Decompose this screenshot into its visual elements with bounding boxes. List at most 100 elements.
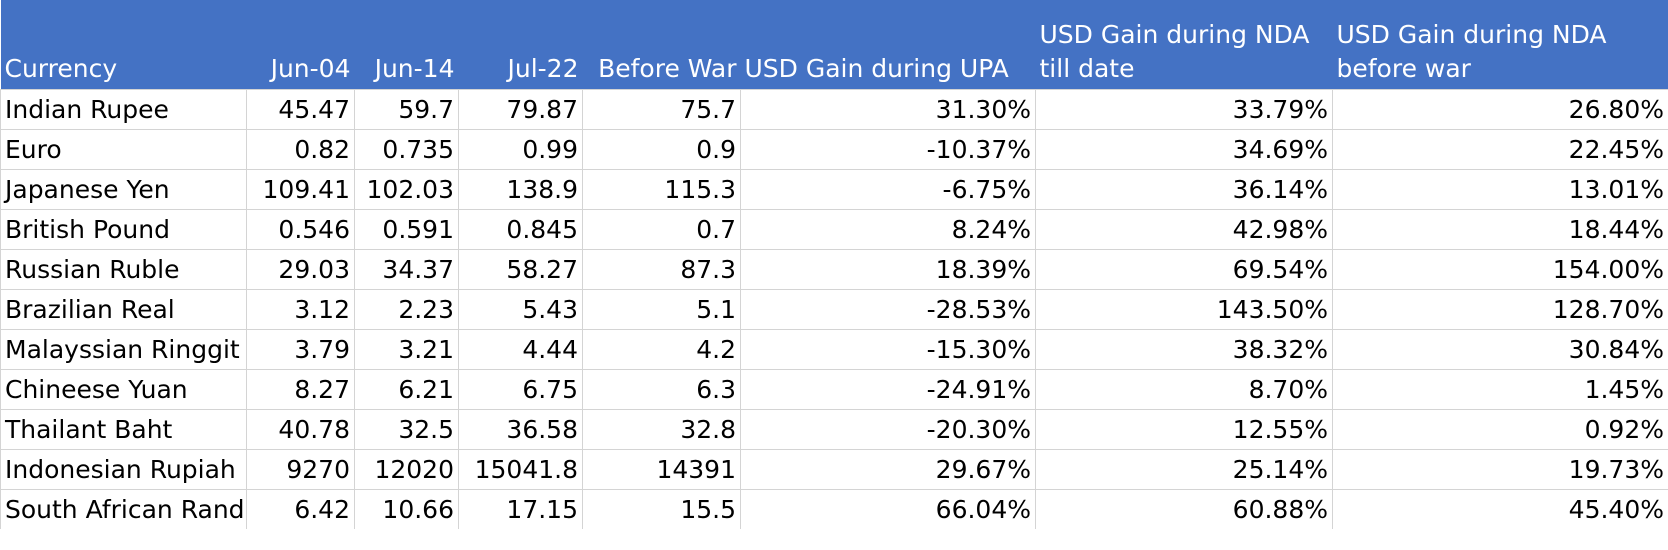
- jun-04-cell[interactable]: 6.42: [246, 489, 355, 529]
- usd-gain-upa-cell[interactable]: 31.30%: [740, 89, 1036, 130]
- usd-gain-nda-before-war-cell[interactable]: 22.45%: [1332, 129, 1668, 170]
- usd-gain-nda-till-date-cell[interactable]: 60.88%: [1035, 489, 1333, 529]
- currency-cell[interactable]: Indian Rupee: [0, 89, 247, 130]
- jul-22-cell[interactable]: 0.845: [458, 209, 583, 250]
- jun-04-cell[interactable]: 109.41: [246, 169, 355, 210]
- jun-04-cell[interactable]: 40.78: [246, 409, 355, 450]
- header-usd-gain-nda-before-war[interactable]: USD Gain during NDA before war: [1332, 0, 1668, 90]
- usd-gain-nda-before-war-cell[interactable]: 30.84%: [1332, 329, 1668, 370]
- usd-gain-upa-cell[interactable]: -6.75%: [740, 169, 1036, 210]
- usd-gain-upa-cell[interactable]: -10.37%: [740, 129, 1036, 170]
- currency-cell[interactable]: South African Rand: [0, 489, 247, 529]
- usd-gain-nda-before-war-cell[interactable]: 26.80%: [1332, 89, 1668, 130]
- before-war-cell[interactable]: 0.9: [582, 129, 741, 170]
- usd-gain-upa-cell[interactable]: -20.30%: [740, 409, 1036, 450]
- jul-22-cell[interactable]: 0.99: [458, 129, 583, 170]
- jun-14-cell[interactable]: 34.37: [354, 249, 459, 290]
- usd-gain-upa-cell[interactable]: 29.67%: [740, 449, 1036, 490]
- usd-gain-nda-till-date-cell[interactable]: 25.14%: [1035, 449, 1333, 490]
- usd-gain-nda-till-date-cell[interactable]: 12.55%: [1035, 409, 1333, 450]
- usd-gain-nda-before-war-cell[interactable]: 1.45%: [1332, 369, 1668, 410]
- before-war-cell[interactable]: 115.3: [582, 169, 741, 210]
- jun-04-cell[interactable]: 3.12: [246, 289, 355, 330]
- table-row: Indian Rupee 45.47 59.7 79.87 75.7 31.30% 33.7…: [0, 89, 1668, 130]
- usd-gain-nda-till-date-cell[interactable]: 69.54%: [1035, 249, 1333, 290]
- header-usd-gain-nda-till-date[interactable]: USD Gain during NDA till date: [1035, 0, 1333, 90]
- table-row: Japanese Yen 109.41 102.03 138.9 115.3 -6.75%…: [0, 169, 1668, 210]
- before-war-cell[interactable]: 5.1: [582, 289, 741, 330]
- jun-04-cell[interactable]: 0.546: [246, 209, 355, 250]
- jun-04-cell[interactable]: 45.47: [246, 89, 355, 130]
- usd-gain-upa-cell[interactable]: 18.39%: [740, 249, 1036, 290]
- currency-cell[interactable]: Russian Ruble: [0, 249, 247, 290]
- usd-gain-nda-till-date-cell[interactable]: 34.69%: [1035, 129, 1333, 170]
- jun-14-cell[interactable]: 0.735: [354, 129, 459, 170]
- usd-gain-nda-till-date-cell[interactable]: 143.50%: [1035, 289, 1333, 330]
- header-usd-gain-upa[interactable]: USD Gain during UPA: [740, 0, 1036, 90]
- table-row: British Pound 0.546 0.591 0.845 0.7 8.24% 42.9…: [0, 209, 1668, 250]
- jul-22-cell[interactable]: 4.44: [458, 329, 583, 370]
- usd-gain-nda-till-date-cell[interactable]: 42.98%: [1035, 209, 1333, 250]
- currency-cell[interactable]: Brazilian Real: [0, 289, 247, 330]
- usd-gain-upa-cell[interactable]: -24.91%: [740, 369, 1036, 410]
- currency-cell[interactable]: Euro: [0, 129, 247, 170]
- currency-cell[interactable]: Indonesian Rupiah: [0, 449, 247, 490]
- jul-22-cell[interactable]: 5.43: [458, 289, 583, 330]
- usd-gain-upa-cell[interactable]: -28.53%: [740, 289, 1036, 330]
- jul-22-cell[interactable]: 6.75: [458, 369, 583, 410]
- before-war-cell[interactable]: 75.7: [582, 89, 741, 130]
- usd-gain-upa-cell[interactable]: 8.24%: [740, 209, 1036, 250]
- usd-gain-nda-till-date-cell[interactable]: 36.14%: [1035, 169, 1333, 210]
- usd-gain-nda-before-war-cell[interactable]: 19.73%: [1332, 449, 1668, 490]
- before-war-cell[interactable]: 32.8: [582, 409, 741, 450]
- jul-22-cell[interactable]: 17.15: [458, 489, 583, 529]
- jun-04-cell[interactable]: 0.82: [246, 129, 355, 170]
- header-jul-22[interactable]: Jul-22: [458, 0, 583, 90]
- currency-cell[interactable]: Japanese Yen: [0, 169, 247, 210]
- jun-04-cell[interactable]: 29.03: [246, 249, 355, 290]
- jun-14-cell[interactable]: 12020: [354, 449, 459, 490]
- jun-14-cell[interactable]: 3.21: [354, 329, 459, 370]
- jul-22-cell[interactable]: 58.27: [458, 249, 583, 290]
- header-jun-04[interactable]: Jun-04: [246, 0, 355, 90]
- usd-gain-upa-cell[interactable]: 66.04%: [740, 489, 1036, 529]
- header-jun-14[interactable]: Jun-14: [354, 0, 459, 90]
- jul-22-cell[interactable]: 79.87: [458, 89, 583, 130]
- usd-gain-nda-before-war-cell[interactable]: 13.01%: [1332, 169, 1668, 210]
- header-currency[interactable]: Currency: [0, 0, 247, 90]
- usd-gain-nda-before-war-cell[interactable]: 128.70%: [1332, 289, 1668, 330]
- before-war-cell[interactable]: 6.3: [582, 369, 741, 410]
- usd-gain-nda-till-date-cell[interactable]: 33.79%: [1035, 89, 1333, 130]
- before-war-cell[interactable]: 87.3: [582, 249, 741, 290]
- currency-cell[interactable]: Thailant Baht: [0, 409, 247, 450]
- usd-gain-nda-before-war-cell[interactable]: 45.40%: [1332, 489, 1668, 529]
- jun-14-cell[interactable]: 32.5: [354, 409, 459, 450]
- jul-22-cell[interactable]: 36.58: [458, 409, 583, 450]
- usd-gain-nda-before-war-cell[interactable]: 0.92%: [1332, 409, 1668, 450]
- jun-04-cell[interactable]: 8.27: [246, 369, 355, 410]
- currency-cell[interactable]: Chineese Yuan: [0, 369, 247, 410]
- jul-22-cell[interactable]: 15041.8: [458, 449, 583, 490]
- before-war-cell[interactable]: 0.7: [582, 209, 741, 250]
- jun-14-cell[interactable]: 0.591: [354, 209, 459, 250]
- before-war-cell[interactable]: 4.2: [582, 329, 741, 370]
- usd-gain-nda-before-war-cell[interactable]: 154.00%: [1332, 249, 1668, 290]
- table-row: Indonesian Rupiah 9270 12020 15041.8 14391 29…: [0, 449, 1668, 490]
- jun-14-cell[interactable]: 10.66: [354, 489, 459, 529]
- header-before-war[interactable]: Before War: [582, 0, 741, 90]
- usd-gain-nda-till-date-cell[interactable]: 8.70%: [1035, 369, 1333, 410]
- jul-22-cell[interactable]: 138.9: [458, 169, 583, 210]
- usd-gain-nda-before-war-cell[interactable]: 18.44%: [1332, 209, 1668, 250]
- currency-cell[interactable]: British Pound: [0, 209, 247, 250]
- usd-gain-upa-cell[interactable]: -15.30%: [740, 329, 1036, 370]
- jun-04-cell[interactable]: 3.79: [246, 329, 355, 370]
- jun-14-cell[interactable]: 102.03: [354, 169, 459, 210]
- usd-gain-nda-till-date-cell[interactable]: 38.32%: [1035, 329, 1333, 370]
- before-war-cell[interactable]: 14391: [582, 449, 741, 490]
- jun-14-cell[interactable]: 6.21: [354, 369, 459, 410]
- jun-14-cell[interactable]: 2.23: [354, 289, 459, 330]
- before-war-cell[interactable]: 15.5: [582, 489, 741, 529]
- currency-cell[interactable]: Malayssian Ringgit: [0, 329, 247, 370]
- jun-14-cell[interactable]: 59.7: [354, 89, 459, 130]
- jun-04-cell[interactable]: 9270: [246, 449, 355, 490]
